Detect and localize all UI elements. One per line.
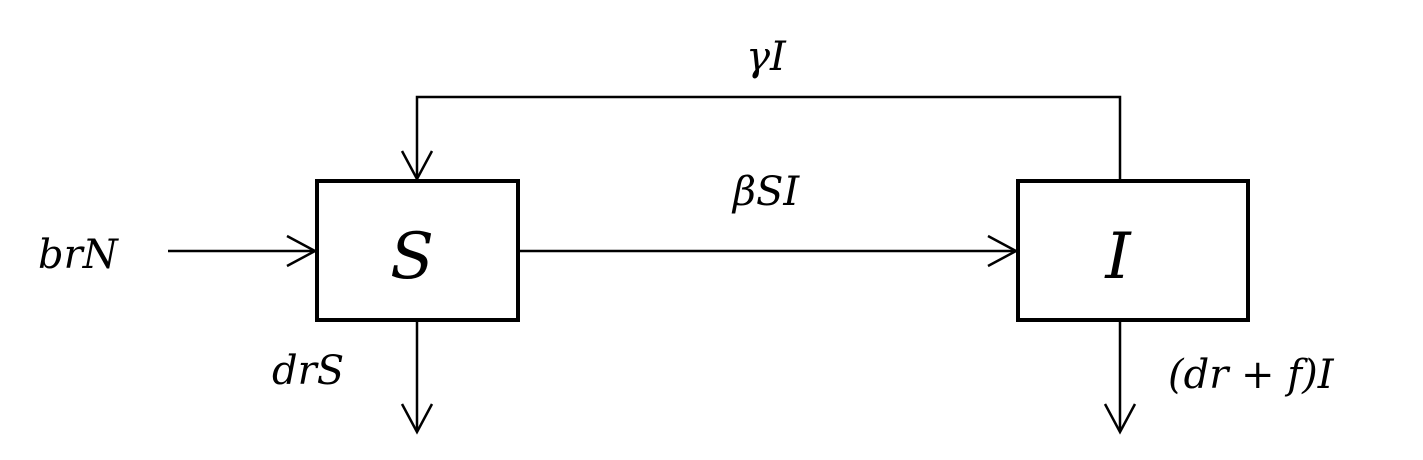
box-s [315,179,520,322]
infection-label: βSI [731,169,801,215]
recovery-label: γI [746,34,787,80]
box-s-label: S [390,220,434,294]
death-i-arrow [1103,322,1137,435]
death-s-arrow [400,322,434,435]
box-i-label: I [1104,220,1132,294]
death-i-label: (dr + f)I [1168,352,1335,398]
infection-arrow [520,234,1019,268]
box-i [1016,179,1250,322]
birth-arrow [168,234,318,268]
birth-label: brN [38,232,120,278]
recovery-arrow [400,95,1122,182]
death-s-label: drS [272,348,344,394]
